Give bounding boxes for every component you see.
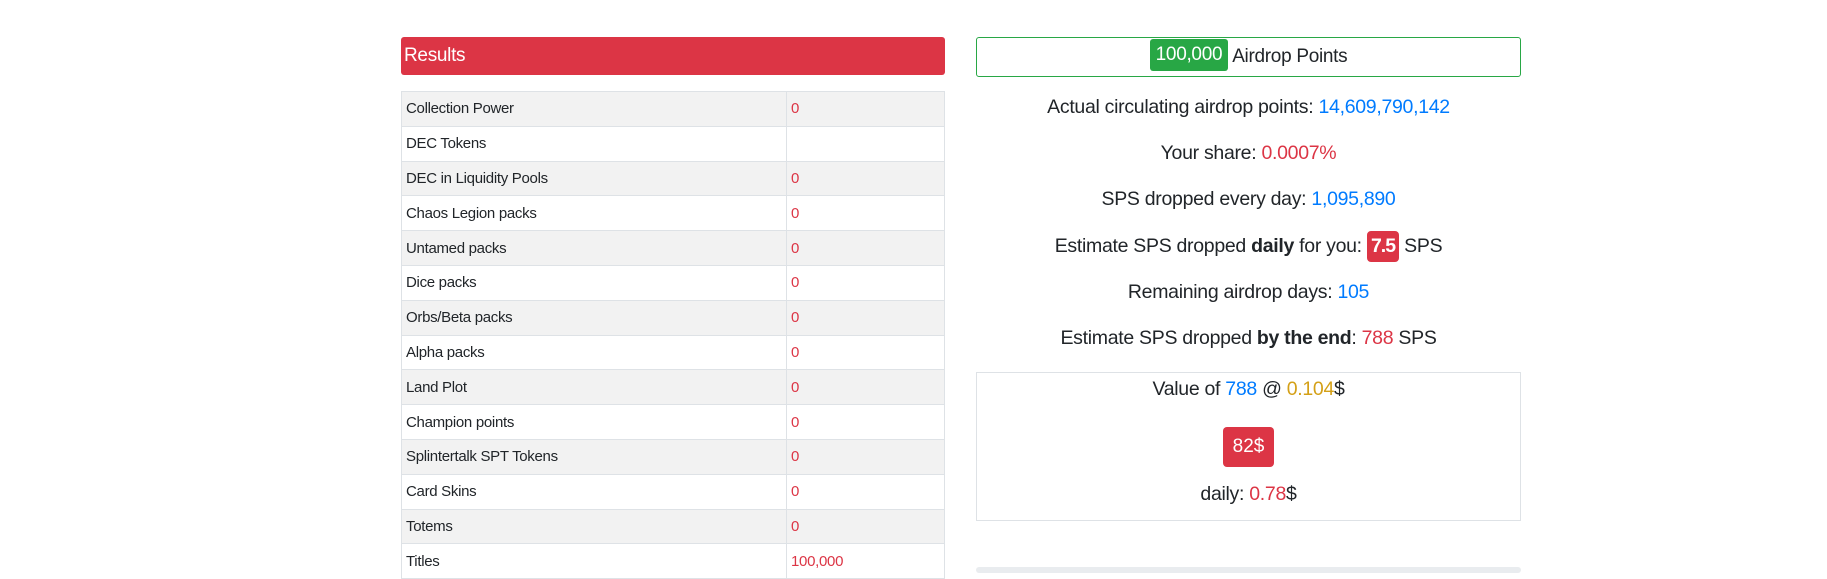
table-row: Totems 0 [401,508,945,545]
row-label: DEC Tokens [401,125,787,162]
table-row: Champion points 0 [401,404,945,440]
table-row: Collection Power 0 [401,91,945,127]
value-price: 0.104 [1286,378,1335,400]
estimate-end-value: 788 [1361,327,1394,349]
value-amount: 788 [1225,378,1257,400]
estimate-daily-bold: daily [1251,235,1295,257]
row-value: 0 [786,404,945,440]
estimate-daily-suffix: for you: [1299,235,1362,257]
estimate-end-line: Estimate SPS dropped by the end: 788 SPS [976,327,1521,350]
share-label: Your share: [1160,142,1257,164]
row-label: Alpha packs [401,334,787,371]
row-value: 0 [786,299,945,336]
row-label: Splintertalk SPT Tokens [401,438,787,475]
estimate-daily-line: Estimate SPS dropped daily for you: 7.5 … [976,231,1521,262]
value-at: @ [1262,378,1282,400]
table-row: Orbs/Beta packs 0 [401,299,945,336]
remaining-label: Remaining airdrop days: [1127,281,1333,303]
row-value: 100,000 [786,543,945,579]
row-label: Totems [401,508,787,545]
row-value [786,125,945,162]
airdrop-points-badge: 100,000 [1149,39,1229,72]
table-row: Chaos Legion packs 0 [401,195,945,232]
row-label: Card Skins [401,473,787,510]
estimate-end-prefix: Estimate SPS dropped [1060,327,1252,349]
estimate-daily-badge: 7.5 [1366,231,1400,262]
table-row: DEC in Liquidity Pools 0 [401,160,945,197]
row-value: 0 [786,473,945,510]
daily-drop-value: 1,095,890 [1311,188,1396,210]
row-label: DEC in Liquidity Pools [401,160,787,197]
row-value: 0 [786,334,945,371]
airdrop-points-label: Airdrop Points [1232,46,1348,67]
value-line: Value of 788 @ 0.104$ [977,378,1520,401]
value-currency: $ [1334,378,1345,400]
row-value: 0 [786,508,945,545]
row-label: Titles [401,543,787,579]
row-label: Dice packs [401,264,787,301]
row-value: 0 [786,195,945,232]
results-header: Results [401,37,945,75]
daily-value-label: daily: [1200,483,1245,505]
table-row: Splintertalk SPT Tokens 0 [401,438,945,475]
row-value: 0 [786,438,945,475]
estimate-daily-unit: SPS [1404,235,1443,257]
row-label: Orbs/Beta packs [401,299,787,336]
row-label: Land Plot [401,369,787,406]
circulating-points-line: Actual circulating airdrop points: 14,60… [976,96,1521,119]
row-value: 0 [786,230,945,266]
table-row: Alpha packs 0 [401,334,945,371]
estimate-daily-prefix: Estimate SPS dropped [1054,235,1247,257]
table-row: Untamed packs 0 [401,230,945,266]
table-row: DEC Tokens [401,125,945,162]
value-prefix: Value of [1152,378,1221,400]
row-value: 0 [786,264,945,301]
row-label: Untamed packs [401,230,787,266]
circulating-label: Actual circulating airdrop points: [1047,96,1314,118]
daily-value-line: daily: 0.78$ [977,483,1520,506]
daily-drop-line: SPS dropped every day: 1,095,890 [976,188,1521,211]
row-value: 0 [786,369,945,406]
estimate-end-colon: : [1351,327,1357,349]
table-row: Dice packs 0 [401,264,945,301]
total-value-badge: 82$ [1223,427,1274,467]
table-row: Land Plot 0 [401,369,945,406]
bottom-panel-edge [976,567,1521,573]
estimate-end-bold: by the end [1256,327,1352,349]
remaining-days-line: Remaining airdrop days: 105 [976,281,1521,304]
results-table: Collection Power 0 DEC Tokens DEC in Liquid… [401,91,945,579]
daily-value-currency: $ [1286,483,1297,505]
remaining-value: 105 [1337,281,1370,303]
table-row: Card Skins 0 [401,473,945,510]
circulating-value: 14,609,790,142 [1318,96,1450,118]
row-value: 0 [786,91,945,127]
airdrop-points-box: 100,000 Airdrop Points [976,37,1521,77]
row-label: Champion points [401,404,787,440]
table-row: Titles 100,000 [401,543,945,579]
row-value: 0 [786,160,945,197]
daily-value-amount: 0.78 [1249,483,1287,505]
estimate-end-unit: SPS [1398,327,1437,349]
share-line: Your share: 0.0007% [976,142,1521,165]
share-value: 0.0007% [1261,142,1337,164]
row-label: Chaos Legion packs [401,195,787,232]
row-label: Collection Power [401,91,787,127]
daily-drop-label: SPS dropped every day: [1101,188,1307,210]
value-box: Value of 788 @ 0.104$ 82$ daily: 0.78$ [976,372,1521,521]
